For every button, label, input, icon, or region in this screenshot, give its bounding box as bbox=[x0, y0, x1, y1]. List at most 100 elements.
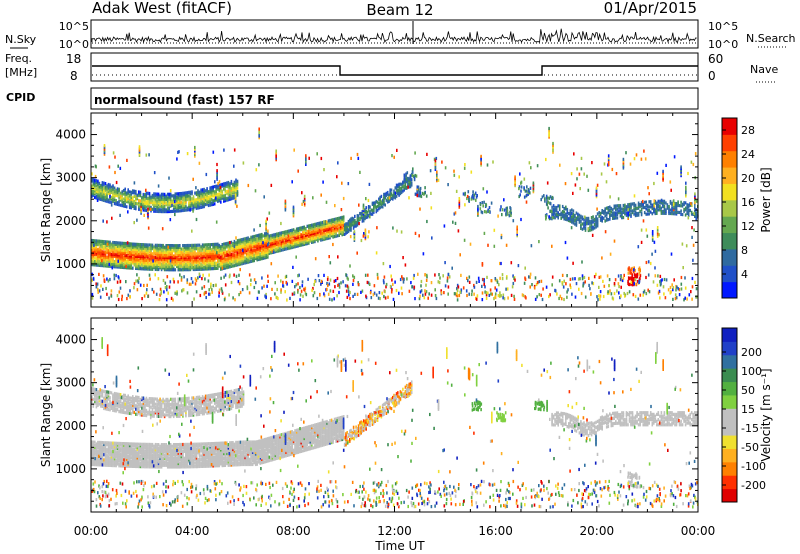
nsky-trace bbox=[91, 21, 698, 44]
power-cell bbox=[220, 200, 222, 204]
power-cell bbox=[289, 296, 291, 300]
power-cell bbox=[473, 193, 476, 197]
power-cell bbox=[236, 179, 239, 183]
power-cell bbox=[122, 201, 125, 205]
power-cell bbox=[613, 239, 616, 243]
power-cell bbox=[628, 276, 631, 280]
power-cell bbox=[139, 266, 142, 270]
power-cell bbox=[312, 238, 315, 242]
power-cell bbox=[233, 264, 236, 268]
power-cell bbox=[186, 259, 189, 263]
power-cell bbox=[514, 278, 516, 282]
power-cell bbox=[224, 245, 227, 249]
power-cell bbox=[335, 232, 337, 237]
power-cell bbox=[191, 204, 193, 208]
power-cell bbox=[186, 194, 189, 198]
power-cell bbox=[194, 243, 196, 247]
power-cell bbox=[440, 291, 443, 295]
power-cell bbox=[192, 203, 195, 208]
power-cell bbox=[179, 259, 181, 263]
power-cell bbox=[276, 287, 278, 292]
power-cell bbox=[176, 206, 178, 210]
power-cell bbox=[229, 265, 231, 269]
power-cell bbox=[118, 255, 120, 259]
power-cell bbox=[121, 253, 123, 257]
power-cell bbox=[133, 201, 136, 205]
power-cell bbox=[279, 236, 281, 241]
power-cell bbox=[180, 264, 183, 268]
power-cell bbox=[163, 201, 166, 205]
power-cell bbox=[690, 290, 692, 294]
power-cell bbox=[203, 252, 205, 256]
power-cell bbox=[604, 219, 606, 223]
power-cell bbox=[630, 213, 632, 217]
power-cell bbox=[95, 187, 98, 191]
power-cell bbox=[212, 242, 214, 247]
power-cell bbox=[212, 267, 214, 271]
power-cell bbox=[317, 239, 319, 243]
power-cell bbox=[439, 276, 441, 280]
power-cell bbox=[166, 261, 169, 265]
power-cell bbox=[319, 293, 321, 297]
power-cell bbox=[312, 226, 315, 230]
power-cell bbox=[146, 283, 148, 287]
power-cell bbox=[232, 296, 234, 300]
power-cell bbox=[405, 174, 407, 178]
power-cell bbox=[136, 256, 139, 260]
power-cell bbox=[176, 261, 178, 265]
power-cell bbox=[253, 248, 255, 252]
power-cell bbox=[327, 222, 330, 226]
power-cell bbox=[487, 243, 489, 247]
power-cell bbox=[218, 262, 221, 266]
power-cell bbox=[628, 290, 631, 294]
power-cell bbox=[179, 244, 181, 248]
power-cell bbox=[614, 278, 617, 282]
power-cell bbox=[110, 249, 113, 253]
power-cell bbox=[203, 285, 206, 289]
power-cell bbox=[229, 254, 231, 259]
power-cell bbox=[270, 242, 272, 246]
power-cell bbox=[160, 208, 163, 212]
power-cell bbox=[174, 256, 177, 260]
power-cell bbox=[220, 257, 222, 261]
power-cell bbox=[95, 184, 98, 188]
power-cell bbox=[176, 195, 178, 199]
power-cell bbox=[207, 190, 210, 194]
power-cell bbox=[298, 231, 301, 236]
power-cell bbox=[128, 261, 131, 265]
power-cell bbox=[179, 252, 181, 256]
power-cell bbox=[154, 247, 157, 251]
power-cell bbox=[563, 206, 565, 211]
power-cell bbox=[220, 265, 222, 269]
power-cell bbox=[338, 290, 340, 295]
power-cell bbox=[130, 251, 133, 255]
power-cell bbox=[244, 240, 246, 244]
power-cell bbox=[109, 252, 111, 256]
power-cell bbox=[229, 241, 231, 245]
power-cell bbox=[207, 263, 210, 267]
power-cell bbox=[109, 188, 111, 192]
power-cell bbox=[268, 237, 271, 242]
power-cell bbox=[320, 221, 322, 225]
power-cell bbox=[166, 264, 169, 268]
power-cell bbox=[236, 254, 239, 258]
power-cell bbox=[112, 253, 114, 257]
power-cell bbox=[557, 204, 559, 208]
power-cell bbox=[242, 242, 245, 246]
power-cell bbox=[139, 246, 142, 250]
power-cell bbox=[309, 239, 312, 243]
power-cell bbox=[118, 199, 120, 203]
power-cell bbox=[248, 273, 251, 277]
power-cell bbox=[98, 263, 101, 267]
power-cell bbox=[151, 202, 154, 206]
power-cell bbox=[483, 210, 486, 214]
power-cell bbox=[162, 261, 164, 265]
power-cell bbox=[106, 242, 109, 246]
power-cell bbox=[286, 247, 289, 251]
power-cell bbox=[116, 246, 119, 250]
power-cell bbox=[180, 259, 183, 263]
power-cell bbox=[116, 249, 119, 254]
power-cell bbox=[112, 199, 114, 203]
power-cell bbox=[139, 248, 142, 252]
power-cell bbox=[195, 192, 198, 197]
